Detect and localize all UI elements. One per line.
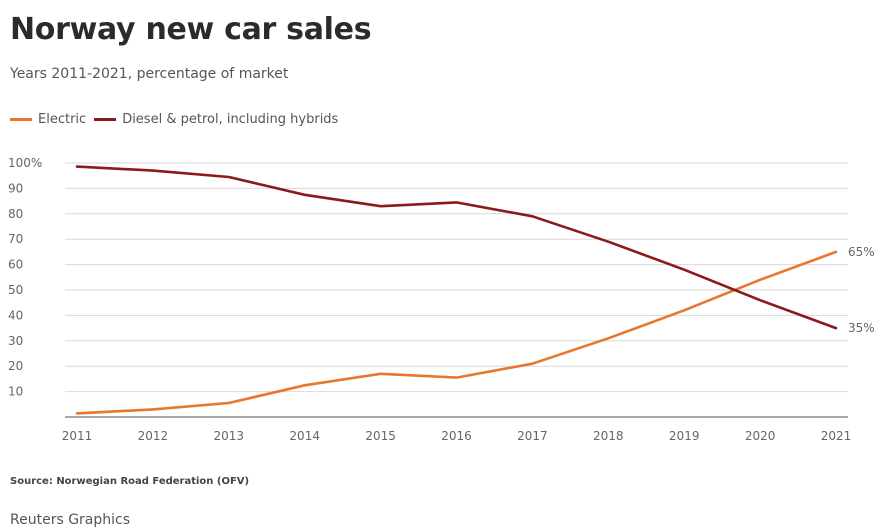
- y-tick-label: 40: [8, 308, 23, 322]
- legend-label-diesel-petrol: Diesel & petrol, including hybrids: [122, 112, 339, 127]
- source-note: Source: Norwegian Road Federation (OFV): [10, 476, 250, 487]
- x-tick-label: 2016: [441, 429, 472, 443]
- legend-label-electric: Electric: [38, 112, 87, 127]
- chart-subtitle: Years 2011-2021, percentage of market: [10, 66, 289, 82]
- y-tick-label: 100%: [8, 156, 42, 170]
- end-label-electric: 65%: [848, 245, 875, 259]
- legend-item-diesel-petrol: Diesel & petrol, including hybrids: [94, 112, 338, 127]
- x-tick-label: 2014: [289, 429, 320, 443]
- y-tick-label: 50: [8, 283, 23, 297]
- y-tick-label: 20: [8, 359, 23, 373]
- y-tick-label: 10: [8, 385, 23, 399]
- y-tick-label: 30: [8, 334, 23, 348]
- end-label-diesel-petrol: 35%: [848, 321, 875, 335]
- x-tick-label: 2020: [745, 429, 776, 443]
- credit-note: Reuters Graphics: [10, 512, 131, 528]
- x-tick-label: 2017: [517, 429, 548, 443]
- series-line-electric: [75, 250, 838, 415]
- y-tick-label: 70: [8, 232, 23, 246]
- legend-swatch-diesel-petrol: [94, 118, 117, 121]
- chart-title: Norway new car sales: [10, 12, 372, 47]
- x-tick-label: 2015: [365, 429, 396, 443]
- legend: Electric Diesel & petrol, including hybr…: [10, 112, 346, 127]
- legend-swatch-electric: [10, 118, 32, 121]
- x-tick-label: 2013: [214, 429, 245, 443]
- x-tick-label: 2019: [669, 429, 700, 443]
- x-tick-label: 2012: [138, 429, 169, 443]
- y-tick-label: 60: [8, 258, 23, 272]
- x-tick-label: 2021: [821, 429, 852, 443]
- y-tick-label: 90: [8, 181, 23, 195]
- x-tick-label: 2018: [593, 429, 624, 443]
- legend-item-electric: Electric: [10, 112, 86, 127]
- x-tick-label: 2011: [62, 429, 93, 443]
- y-tick-label: 80: [8, 207, 23, 221]
- series-line-diesel-petrol: [75, 165, 838, 330]
